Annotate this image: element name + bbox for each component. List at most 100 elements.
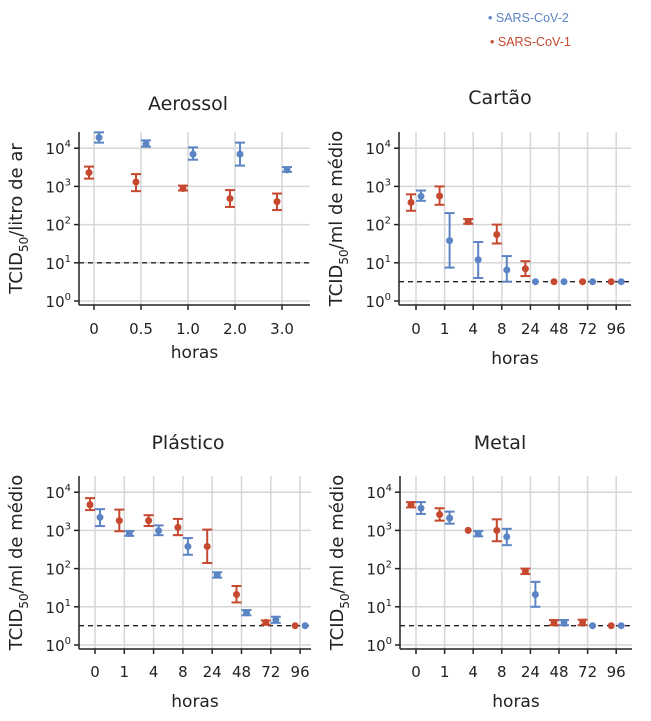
data-point [283, 166, 291, 174]
x-tick-label: 1.0 [176, 320, 200, 338]
y-tick-label: 101 [366, 254, 391, 273]
data-point [617, 278, 625, 286]
y-tick-label: 102 [366, 216, 391, 235]
data-point [213, 571, 221, 579]
y-tick-label: 103 [46, 521, 71, 540]
x-tick-label: 8 [497, 663, 507, 681]
x-tick-label: 24 [521, 663, 540, 681]
y-tick-label: 104 [367, 483, 392, 502]
data-point [407, 198, 415, 206]
y-tick-label: 103 [366, 177, 391, 196]
x-tick-label: 8 [497, 320, 507, 338]
x-tick-label: 0 [411, 663, 421, 681]
y-tick-label: 100 [367, 636, 392, 655]
data-point [617, 622, 625, 630]
data-point [521, 567, 529, 575]
legend-entry-sars-cov-1: • SARS-CoV-1 [490, 35, 571, 49]
data-point [503, 266, 511, 274]
legend-entry-sars-cov-2: • SARS-CoV-2 [488, 11, 569, 25]
data-point [474, 530, 482, 538]
data-point [243, 609, 250, 617]
x-tick-label: 48 [232, 663, 251, 681]
data-point [560, 618, 568, 626]
data-point [142, 140, 150, 148]
data-point [464, 526, 472, 534]
data-point [550, 618, 558, 626]
y-tick-label: 101 [46, 598, 71, 617]
data-point [446, 514, 454, 522]
legend: • SARS-CoV-2 • SARS-CoV-1 [488, 11, 571, 49]
data-point [607, 278, 615, 286]
data-point [531, 278, 539, 286]
data-point [125, 529, 133, 537]
data-point [607, 622, 615, 630]
data-point [531, 590, 539, 598]
x-tick-label: 2.0 [223, 320, 247, 338]
x-axis-label: horas [492, 692, 540, 712]
data-point [417, 192, 425, 200]
y-tick-label: 100 [46, 292, 71, 311]
data-point [86, 501, 94, 509]
data-point [560, 278, 568, 286]
data-point [184, 542, 192, 550]
x-tick-label: 1 [440, 663, 450, 681]
x-tick-label: 24 [203, 663, 222, 681]
data-point [189, 150, 197, 158]
data-point [521, 265, 529, 273]
x-tick-label: 4 [468, 663, 478, 681]
data-point [407, 501, 415, 509]
x-tick-label: 1 [440, 320, 450, 338]
x-tick-label: 72 [578, 663, 597, 681]
data-point [291, 622, 299, 630]
data-point [174, 523, 182, 531]
data-point [464, 218, 472, 226]
data-point [132, 178, 140, 186]
y-axis-label: TCID50/ml de médio [326, 131, 351, 308]
x-tick-label: 3.0 [270, 320, 294, 338]
x-tick-label: 72 [578, 320, 597, 338]
y-tick-label: 102 [46, 216, 71, 235]
x-axis-label: horas [171, 343, 219, 363]
x-tick-label: 72 [261, 663, 280, 681]
data-point [262, 618, 270, 626]
data-point [85, 169, 93, 177]
data-point [579, 618, 587, 626]
x-tick-label: 4 [468, 320, 478, 338]
x-tick-label: 8 [178, 663, 188, 681]
y-tick-label: 103 [367, 521, 392, 540]
x-tick-label: 48 [549, 320, 568, 338]
data-point [272, 616, 280, 624]
y-tick-label: 104 [46, 139, 71, 158]
y-tick-label: 101 [367, 598, 392, 617]
panel-0: 100 101 102 103 104 0 0.5 1.0 2.0 3.0 Aerossol hora… [6, 93, 310, 363]
data-point [589, 622, 597, 630]
x-axis-label: horas [491, 349, 539, 369]
data-point [155, 527, 163, 535]
y-axis-label: TCID50/ml de médio [327, 475, 352, 652]
chart-title: Cartão [468, 87, 531, 109]
x-tick-label: 0 [90, 663, 100, 681]
x-tick-label: 48 [549, 663, 568, 681]
data-point [474, 256, 482, 264]
y-tick-label: 103 [46, 177, 71, 196]
data-point [145, 517, 153, 525]
y-tick-label: 100 [366, 292, 391, 311]
data-point [236, 150, 244, 158]
data-point [179, 185, 187, 193]
y-tick-label: 101 [46, 254, 71, 273]
data-point [273, 198, 281, 206]
x-tick-label: 96 [607, 320, 626, 338]
y-axis-label: TCID50/litro de ar [6, 143, 31, 295]
x-tick-label: 4 [149, 663, 159, 681]
data-point [446, 237, 454, 245]
chart-title: Metal [474, 432, 526, 454]
data-point [95, 134, 103, 142]
chart-title: Aerossol [148, 93, 228, 115]
data-point [233, 590, 240, 598]
x-tick-label: 24 [521, 320, 540, 338]
y-tick-label: 104 [366, 139, 391, 158]
data-point [226, 195, 234, 203]
